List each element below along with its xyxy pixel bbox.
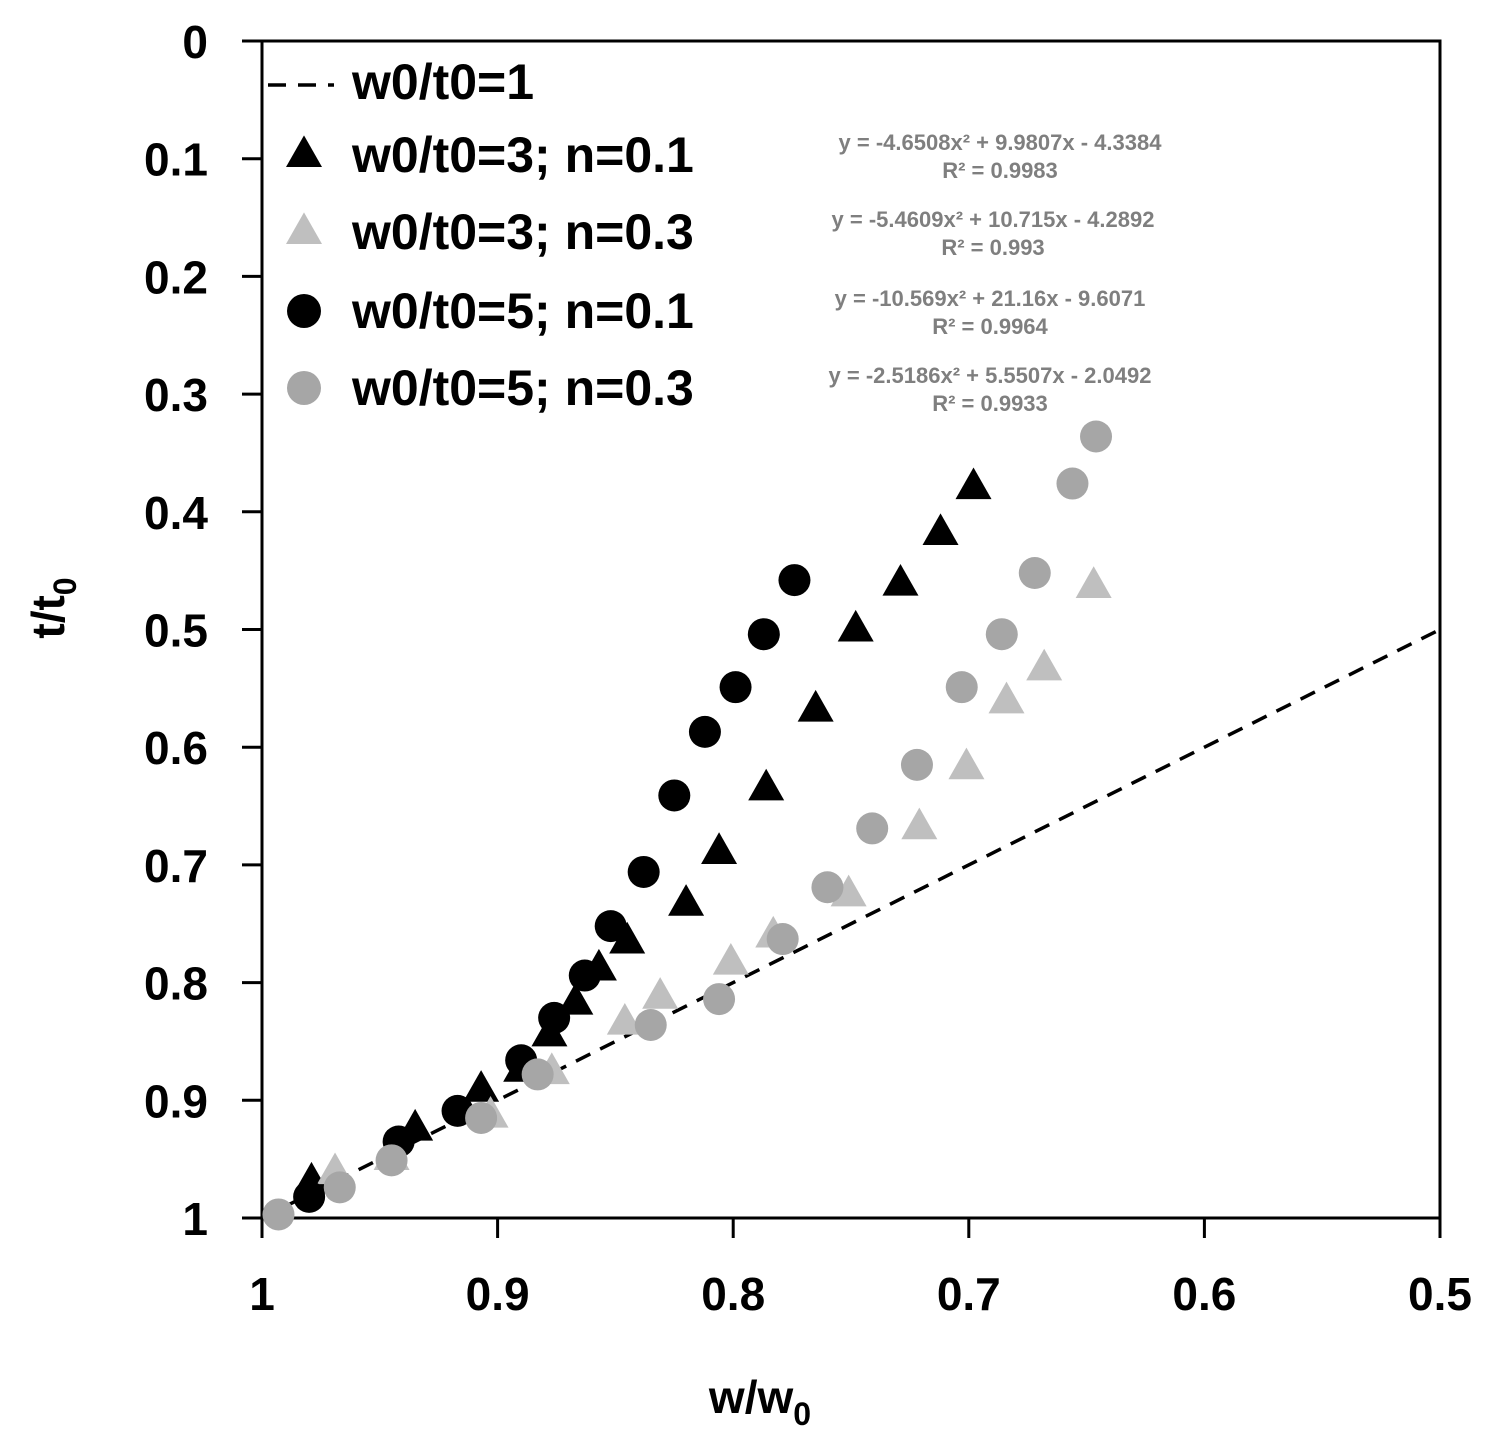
data-point-triangle — [922, 513, 959, 546]
trendline-r-squared: R² = 0.9983 — [942, 158, 1058, 183]
data-point-triangle — [948, 747, 985, 780]
trendline-r-squared: R² = 0.9964 — [932, 314, 1048, 339]
data-point-triangle — [668, 884, 705, 916]
data-point-circle — [1056, 467, 1089, 500]
x-axis-title: w/w0 — [708, 1371, 811, 1432]
x-axis-title-subscript: 0 — [793, 1396, 811, 1432]
legend-label: w0/t0=3; n=0.1 — [351, 127, 694, 183]
data-point-circle — [465, 1101, 498, 1134]
y-tick-label: 0.5 — [144, 605, 208, 657]
data-point-circle — [293, 1180, 326, 1213]
x-tick-label: 0.5 — [1408, 1268, 1472, 1320]
data-point-circle — [538, 1001, 571, 1034]
data-point-circle — [262, 1198, 295, 1231]
legend-label: w0/t0=3; n=0.3 — [351, 204, 694, 260]
x-tick-label: 1 — [249, 1268, 275, 1320]
legend-entry-4: w0/t0=5; n=0.3 y = -2.5186x² + 5.5507x - … — [287, 360, 1151, 416]
data-point-circle — [375, 1144, 408, 1177]
y-tick-label: 0.2 — [144, 251, 208, 303]
data-point-circle — [568, 959, 601, 992]
legend-entry-3: w0/t0=5; n=0.1 y = -10.569x² + 21.16x - 9… — [287, 283, 1145, 339]
trendline-equation: y = -2.5186x² + 5.5507x - 2.0492 — [829, 363, 1152, 388]
data-point-circle — [634, 1008, 667, 1041]
y-tick-label: 0.7 — [144, 840, 208, 892]
legend-triangle-marker — [286, 135, 322, 168]
trendline-equation: y = -5.4609x² + 10.715x - 4.2892 — [832, 207, 1155, 232]
data-point-triangle — [1075, 566, 1112, 598]
y-tick-label: 0.6 — [144, 722, 208, 774]
trendline-r-squared: R² = 0.993 — [941, 235, 1044, 260]
data-point-triangle — [830, 874, 867, 907]
data-point-circle — [1080, 420, 1113, 453]
data-point-circle — [594, 910, 627, 943]
data-point-triangle — [1026, 648, 1063, 681]
data-point-circle — [945, 671, 978, 704]
data-point-circle — [1018, 557, 1051, 590]
data-point-circle — [985, 618, 1018, 651]
legend-entry-0: w0/t0=1 — [268, 54, 534, 110]
series-0 — [261, 627, 1441, 1220]
series-2 — [317, 566, 1112, 1185]
y-tick-label: 0.1 — [144, 134, 208, 186]
axes: 0 0.1 0.2 0.3 0.4 0.5 0.6 0.7 0.8 0.9 11 0.9 0.8 0.7 0… — [22, 16, 1472, 1432]
data-point-circle — [703, 983, 736, 1016]
trendline-equation: y = -10.569x² + 21.16x - 9.6071 — [835, 286, 1146, 311]
data-point-triangle — [642, 977, 679, 1009]
trendline-equation: y = -4.6508x² + 9.9807x - 4.3384 — [839, 130, 1163, 155]
y-axis-title: t/t0 — [22, 577, 83, 638]
series-1 — [293, 467, 992, 1194]
legend-circle-marker — [287, 294, 321, 328]
data-point-triangle — [882, 563, 919, 596]
data-point-triangle — [463, 1070, 500, 1102]
legend-triangle-marker — [286, 212, 322, 245]
data-point-triangle — [988, 681, 1025, 714]
data-point-triangle — [609, 921, 646, 954]
x-tick-label: 0.9 — [466, 1268, 530, 1320]
data-point-circle — [627, 855, 660, 888]
legend-entry-2: w0/t0=3; n=0.3 y = -5.4609x² + 10.715x - … — [286, 204, 1154, 260]
data-point-triangle — [797, 689, 834, 722]
y-tick-label: 1 — [182, 1193, 208, 1245]
legend-label: w0/t0=1 — [351, 54, 534, 110]
data-point-circle — [521, 1058, 554, 1091]
data-point-triangle — [748, 768, 785, 801]
y-tick-label: 0.9 — [144, 1075, 208, 1127]
data-point-triangle — [901, 807, 938, 840]
data-point-triangle — [955, 467, 992, 500]
data-point-circle — [811, 871, 844, 904]
data-point-circle — [778, 564, 811, 597]
data-point-circle — [766, 923, 799, 956]
series-3 — [293, 564, 811, 1213]
series-4 — [262, 420, 1113, 1231]
dashed-reference-line — [261, 627, 1441, 1220]
y-tick-label: 0.4 — [144, 487, 208, 539]
data-point-triangle — [606, 1002, 643, 1035]
y-tick-label: 0 — [182, 16, 208, 68]
data-point-circle — [658, 779, 691, 812]
data-point-circle — [856, 812, 889, 845]
legend: w0/t0=1 w0/t0=3; n=0.1 y = -4.6508x² + 9.9… — [268, 54, 1162, 416]
x-tick-label: 0.7 — [937, 1268, 1001, 1320]
data-point-triangle — [701, 832, 738, 864]
data-point-circle — [900, 748, 933, 781]
data-point-triangle — [712, 942, 749, 975]
legend-entry-1: w0/t0=3; n=0.1 y = -4.6508x² + 9.9807x - … — [286, 127, 1162, 183]
legend-circle-marker — [287, 371, 321, 405]
y-tick-label: 0.3 — [144, 369, 208, 421]
trendline-r-squared: R² = 0.9933 — [932, 391, 1048, 416]
legend-label: w0/t0=5; n=0.1 — [351, 283, 694, 339]
data-point-circle — [323, 1171, 356, 1204]
data-point-circle — [719, 671, 752, 704]
data-point-circle — [747, 618, 780, 651]
x-tick-label: 0.6 — [1172, 1268, 1236, 1320]
y-axis-title-subscript: 0 — [47, 577, 83, 595]
y-tick-label: 0.8 — [144, 958, 208, 1010]
data-series — [261, 420, 1441, 1231]
data-point-circle — [688, 715, 721, 748]
legend-label: w0/t0=5; n=0.3 — [351, 360, 694, 416]
data-point-triangle — [837, 609, 874, 642]
data-point-triangle — [557, 982, 594, 1015]
x-tick-label: 0.8 — [701, 1268, 765, 1320]
